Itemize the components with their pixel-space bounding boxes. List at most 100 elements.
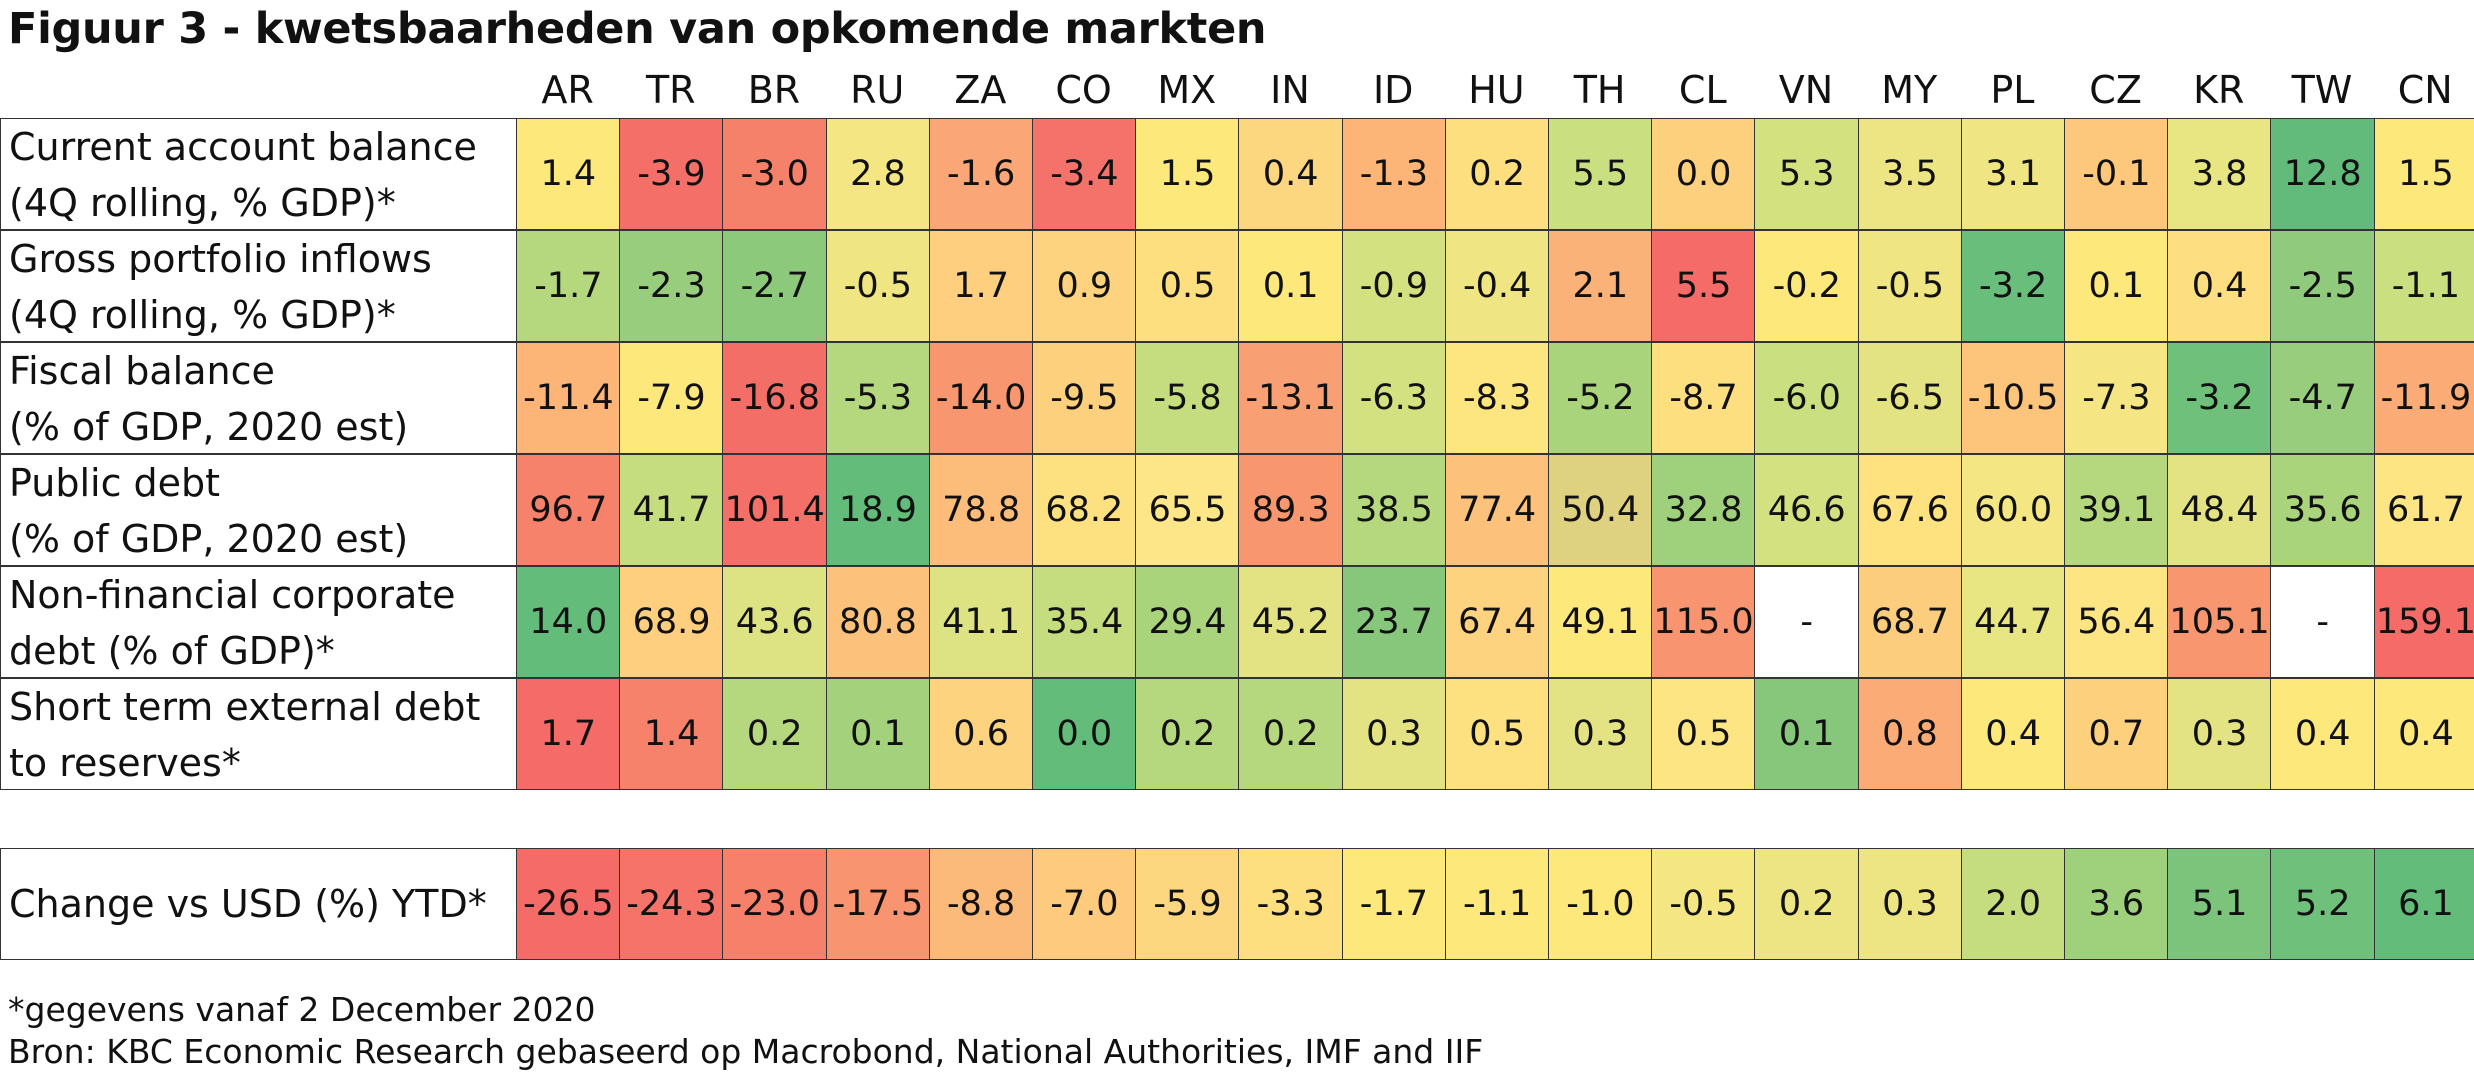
cell-tw-row6: 5.2 bbox=[2270, 848, 2376, 960]
cell-in-row5: 0.2 bbox=[1238, 678, 1344, 790]
cell-br-row2: -16.8 bbox=[722, 342, 828, 454]
cell-in-row1: 0.1 bbox=[1238, 230, 1344, 342]
cell-cn-row0: 1.5 bbox=[2373, 118, 2474, 230]
cell-br-row5: 0.2 bbox=[722, 678, 828, 790]
cell-in-row0: 0.4 bbox=[1238, 118, 1344, 230]
cell-hu-row0: 0.2 bbox=[1444, 118, 1550, 230]
cell-co-row3: 68.2 bbox=[1032, 454, 1137, 566]
cell-ar-row0: 1.4 bbox=[516, 118, 621, 230]
cell-vn-row2: -6.0 bbox=[1754, 342, 1860, 454]
cell-kr-row5: 0.3 bbox=[2167, 678, 2272, 790]
row-label-line: (4Q rolling, % GDP)* bbox=[9, 181, 396, 225]
cell-id-row2: -6.3 bbox=[1341, 342, 1447, 454]
cell-in-row6: -3.3 bbox=[1238, 848, 1344, 960]
cell-mx-row1: 0.5 bbox=[1135, 230, 1240, 342]
cell-cn-row1: -1.1 bbox=[2373, 230, 2474, 342]
cell-hu-row2: -8.3 bbox=[1444, 342, 1550, 454]
cell-th-row4: 49.1 bbox=[1548, 566, 1653, 678]
cell-cz-row4: 56.4 bbox=[2064, 566, 2169, 678]
row-label-line: Change vs USD (%) YTD* bbox=[9, 882, 487, 926]
chart-title: Figuur 3 - kwetsbaarheden van opkomende … bbox=[8, 4, 1267, 54]
cell-mx-row4: 29.4 bbox=[1135, 566, 1240, 678]
cell-in-row2: -13.1 bbox=[1238, 342, 1344, 454]
cell-za-row2: -14.0 bbox=[928, 342, 1034, 454]
cell-cz-row2: -7.3 bbox=[2064, 342, 2169, 454]
cell-pl-row0: 3.1 bbox=[1960, 118, 2066, 230]
cell-za-row1: 1.7 bbox=[928, 230, 1034, 342]
cell-cl-row2: -8.7 bbox=[1651, 342, 1756, 454]
cell-th-row2: -5.2 bbox=[1548, 342, 1653, 454]
cell-vn-row6: 0.2 bbox=[1754, 848, 1860, 960]
cell-br-row4: 43.6 bbox=[722, 566, 828, 678]
row-label-line: Public debt bbox=[9, 461, 221, 505]
cell-ar-row2: -11.4 bbox=[516, 342, 621, 454]
cell-hu-row6: -1.1 bbox=[1444, 848, 1550, 960]
cell-co-row6: -7.0 bbox=[1032, 848, 1137, 960]
cell-cz-row5: 0.7 bbox=[2064, 678, 2169, 790]
column-header-hu: HU bbox=[1468, 68, 1525, 112]
column-header-co: CO bbox=[1055, 68, 1112, 112]
cell-tr-row2: -7.9 bbox=[619, 342, 724, 454]
cell-ru-row4: 80.8 bbox=[825, 566, 931, 678]
cell-hu-row1: -0.4 bbox=[1444, 230, 1550, 342]
cell-kr-row4: 105.1 bbox=[2167, 566, 2272, 678]
cell-kr-row2: -3.2 bbox=[2167, 342, 2272, 454]
cell-ar-row6: -26.5 bbox=[516, 848, 621, 960]
cell-cz-row6: 3.6 bbox=[2064, 848, 2169, 960]
cell-my-row0: 3.5 bbox=[1857, 118, 1963, 230]
cell-in-row3: 89.3 bbox=[1238, 454, 1344, 566]
cell-tr-row1: -2.3 bbox=[619, 230, 724, 342]
cell-pl-row2: -10.5 bbox=[1960, 342, 2066, 454]
cell-vn-row5: 0.1 bbox=[1754, 678, 1860, 790]
column-header-cz: CZ bbox=[2089, 68, 2142, 112]
row-label-1: Gross portfolio inflows (4Q rolling, % GD… bbox=[0, 230, 516, 342]
column-header-ru: RU bbox=[850, 68, 905, 112]
column-header-th: TH bbox=[1573, 68, 1626, 112]
cell-tw-row2: -4.7 bbox=[2270, 342, 2376, 454]
column-header-ar: AR bbox=[541, 68, 594, 112]
cell-ru-row1: -0.5 bbox=[825, 230, 931, 342]
row-label-line: (% of GDP, 2020 est) bbox=[9, 405, 409, 449]
cell-br-row0: -3.0 bbox=[722, 118, 828, 230]
cell-cl-row4: 115.0 bbox=[1651, 566, 1756, 678]
cell-my-row1: -0.5 bbox=[1857, 230, 1963, 342]
cell-za-row4: 41.1 bbox=[928, 566, 1034, 678]
cell-cn-row6: 6.1 bbox=[2373, 848, 2474, 960]
column-header-cn: CN bbox=[2397, 68, 2453, 112]
cell-ru-row3: 18.9 bbox=[825, 454, 931, 566]
cell-br-row3: 101.4 bbox=[722, 454, 828, 566]
cell-my-row2: -6.5 bbox=[1857, 342, 1963, 454]
cell-cl-row5: 0.5 bbox=[1651, 678, 1756, 790]
cell-co-row5: 0.0 bbox=[1032, 678, 1137, 790]
cell-tr-row4: 68.9 bbox=[619, 566, 724, 678]
cell-za-row5: 0.6 bbox=[928, 678, 1034, 790]
cell-th-row3: 50.4 bbox=[1548, 454, 1653, 566]
cell-cl-row1: 5.5 bbox=[1651, 230, 1756, 342]
cell-ar-row5: 1.7 bbox=[516, 678, 621, 790]
footnote: *gegevens vanaf 2 December 2020 bbox=[8, 990, 596, 1029]
cell-co-row2: -9.5 bbox=[1032, 342, 1137, 454]
cell-mx-row2: -5.8 bbox=[1135, 342, 1240, 454]
cell-mx-row0: 1.5 bbox=[1135, 118, 1240, 230]
cell-pl-row6: 2.0 bbox=[1960, 848, 2066, 960]
cell-id-row6: -1.7 bbox=[1341, 848, 1447, 960]
cell-pl-row4: 44.7 bbox=[1960, 566, 2066, 678]
cell-br-row6: -23.0 bbox=[722, 848, 828, 960]
column-header-id: ID bbox=[1372, 68, 1414, 112]
row-label-4: Non-financial corporate debt (% of GDP)* bbox=[0, 566, 516, 678]
cell-hu-row3: 77.4 bbox=[1444, 454, 1550, 566]
row-label-5: Short term external debt to reserves* bbox=[0, 678, 516, 790]
cell-th-row1: 2.1 bbox=[1548, 230, 1653, 342]
cell-cn-row3: 61.7 bbox=[2373, 454, 2474, 566]
cell-in-row4: 45.2 bbox=[1238, 566, 1344, 678]
cell-id-row0: -1.3 bbox=[1341, 118, 1447, 230]
column-header-pl: PL bbox=[1990, 68, 2035, 112]
cell-my-row3: 67.6 bbox=[1857, 454, 1963, 566]
column-header-vn: VN bbox=[1778, 68, 1834, 112]
cell-ru-row0: 2.8 bbox=[825, 118, 931, 230]
source-note: Bron: KBC Economic Research gebaseerd op… bbox=[8, 1032, 1484, 1071]
cell-cn-row2: -11.9 bbox=[2373, 342, 2474, 454]
cell-my-row4: 68.7 bbox=[1857, 566, 1963, 678]
cell-co-row1: 0.9 bbox=[1032, 230, 1137, 342]
cell-co-row0: -3.4 bbox=[1032, 118, 1137, 230]
